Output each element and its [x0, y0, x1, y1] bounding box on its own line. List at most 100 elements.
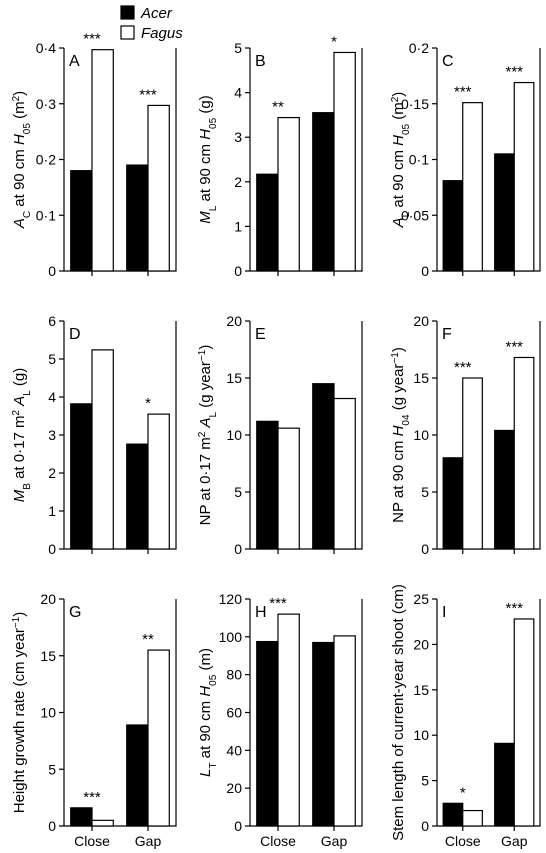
- y-axis-label: AC at 90 cm H05 (m2): [11, 91, 33, 229]
- y-tick-label: 4: [234, 85, 242, 101]
- bar-acer-gap: [494, 742, 515, 827]
- bar-fagus-gap: [333, 635, 356, 827]
- x-tick-label: Gap: [501, 833, 528, 849]
- significance-label: ***: [139, 86, 157, 103]
- bar-acer-close: [70, 403, 93, 550]
- y-tick-label: 6: [48, 313, 56, 329]
- y-tick-label: 120: [219, 591, 243, 607]
- y-tick-label: 0·05: [401, 207, 429, 223]
- significance-label: ***: [505, 64, 523, 81]
- bar-fagus-gap: [147, 104, 170, 272]
- y-tick-label: 80: [226, 667, 242, 683]
- y-tick-label: 5: [48, 761, 56, 777]
- legend-swatch-acer: [120, 5, 135, 20]
- panel-c: 00·050·10·150·2******CAL at 90 cm H05 (m…: [390, 40, 541, 279]
- y-tick-label: 20: [413, 636, 429, 652]
- panel-letter: C: [442, 53, 454, 70]
- y-tick-label: 3: [234, 129, 242, 145]
- y-tick-label: 2: [48, 465, 56, 481]
- y-tick-label: 0: [234, 263, 242, 279]
- y-tick-label: 25: [413, 591, 429, 607]
- bar-acer-gap: [126, 164, 149, 272]
- x-tick-label: Gap: [135, 833, 162, 849]
- y-tick-label: 5: [48, 351, 56, 367]
- y-tick-label: 100: [219, 629, 243, 645]
- legend-swatch-fagus: [120, 25, 135, 40]
- significance-label: ***: [505, 338, 523, 355]
- y-tick-label: 0·2: [409, 40, 429, 56]
- significance-label: ***: [454, 84, 472, 101]
- panels: 00·10·20·30·4******AAC at 90 cm H05 (m2)…: [11, 31, 541, 849]
- y-tick-label: 0: [421, 818, 429, 834]
- y-axis-label: ML at 90 cm H05 (g): [197, 95, 219, 223]
- y-axis-label: AL at 90 cm H05 (m2): [390, 92, 412, 229]
- y-tick-label: 10: [40, 705, 56, 721]
- panel-a: 00·10·20·30·4******AAC at 90 cm H05 (m2): [11, 31, 177, 279]
- y-axis-label: Height growth rate (cm year−1): [11, 612, 29, 814]
- bar-acer-gap: [494, 429, 515, 550]
- y-tick-label: 0·4: [36, 40, 56, 56]
- bar-fagus-gap: [333, 397, 356, 550]
- panel-letter: D: [69, 326, 81, 343]
- bar-acer-close: [70, 807, 93, 827]
- y-tick-label: 0: [234, 818, 242, 834]
- significance-label: **: [142, 631, 154, 648]
- bar-acer-gap: [494, 153, 515, 272]
- y-tick-label: 1: [234, 218, 242, 234]
- y-tick-label: 0·3: [36, 96, 56, 112]
- panel-e: 0 5 10 15 20 E NP at 0·17 m2 AL (g year−1): [197, 313, 363, 557]
- y-tick-label: 20: [40, 591, 56, 607]
- y-tick-label: 10: [413, 727, 429, 743]
- y-tick-label: 5: [234, 484, 242, 500]
- bar-acer-gap: [126, 724, 149, 827]
- y-tick-label: 20: [226, 313, 242, 329]
- y-tick-label: 20: [226, 780, 242, 796]
- significance-label: **: [272, 99, 284, 116]
- bar-acer-close: [442, 802, 464, 827]
- y-tick-label: 15: [40, 648, 56, 664]
- panel-h: 0 20 40 60 80 100 120 Close Gap ***H LT at 90 cm H…: [197, 591, 363, 849]
- significance-label: *: [460, 784, 466, 801]
- panel-letter: F: [442, 326, 452, 343]
- bar-acer-gap: [312, 641, 335, 827]
- significance-label: ***: [269, 595, 287, 612]
- bar-fagus-gap: [513, 81, 535, 272]
- bar-acer-gap: [312, 383, 335, 550]
- bar-fagus-gap: [147, 413, 170, 550]
- significance-label: ***: [454, 359, 472, 376]
- y-tick-label: 0·1: [409, 152, 429, 168]
- bar-acer-gap: [126, 443, 149, 550]
- y-tick-label: 20: [413, 313, 429, 329]
- y-tick-label: 60: [226, 705, 242, 721]
- legend-label-acer: Acer: [140, 5, 173, 22]
- y-axis-label: LT at 90 cm H05 (m): [197, 648, 219, 777]
- y-axis-label: Stem length of current-year shoot (cm): [390, 584, 407, 841]
- y-tick-label: 15: [413, 682, 429, 698]
- bar-fagus-close: [462, 377, 483, 550]
- panel-d: 0 1 2 3 4 5 6 * D MB at 0·17 m2 AL (g): [11, 313, 177, 557]
- y-axis-label: NP at 90 cm H04 (g year−1): [390, 347, 412, 523]
- x-tick-label: Close: [445, 833, 481, 849]
- bar-fagus-close: [277, 116, 300, 272]
- panel-letter: E: [255, 326, 266, 343]
- significance-label: ***: [83, 31, 101, 48]
- y-axis-label: NP at 0·17 m2 AL (g year−1): [197, 345, 219, 526]
- y-tick-label: 15: [413, 370, 429, 386]
- bar-fagus-close: [91, 349, 114, 550]
- y-tick-label: 0: [234, 541, 242, 557]
- bar-fagus-close: [91, 49, 114, 272]
- y-tick-label: 0: [48, 541, 56, 557]
- y-tick-label: 15: [226, 370, 242, 386]
- significance-label: ***: [505, 600, 523, 617]
- y-tick-label: 5: [421, 484, 429, 500]
- y-tick-label: 4: [48, 389, 56, 405]
- bar-acer-close: [256, 173, 279, 272]
- bar-acer-close: [256, 420, 279, 550]
- bar-acer-gap: [312, 112, 335, 272]
- y-tick-label: 0·15: [401, 96, 429, 112]
- significance-label: *: [331, 33, 337, 50]
- significance-label: *: [145, 395, 151, 412]
